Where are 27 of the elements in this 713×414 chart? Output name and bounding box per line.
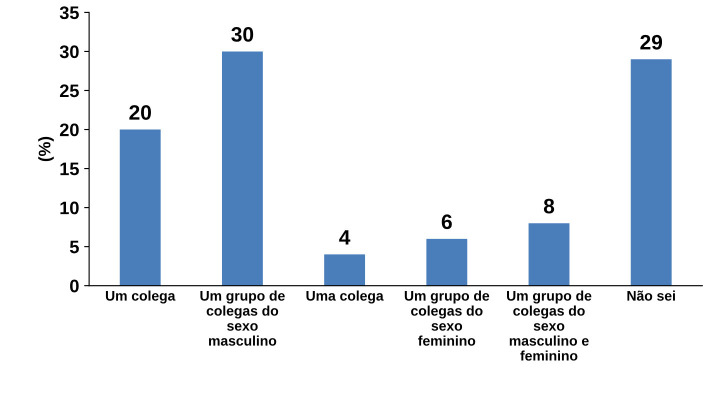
data-label: 4	[339, 230, 350, 245]
bar	[528, 223, 570, 286]
data-label: 6	[442, 214, 452, 230]
bar	[120, 130, 161, 286]
bar	[426, 238, 468, 286]
data-label: 20	[129, 105, 151, 120]
x-tick-label: Um grupo de colegas do sexo masculino	[200, 290, 285, 346]
x-tick-label: Um grupo de colegas do sexo masculino e feminino	[507, 290, 592, 361]
bar	[324, 254, 366, 286]
y-tick-label: 35	[60, 6, 79, 20]
x-tick-label: Não sei	[627, 290, 675, 301]
x-tick-label: Um grupo de colegas do sexo feminino	[404, 290, 490, 346]
y-tick-label: 20	[60, 123, 79, 136]
data-label: 29	[640, 34, 662, 50]
y-tick-label: 0	[70, 280, 79, 292]
y-tick-label: 25	[60, 84, 79, 98]
x-tick-label: Um colega	[106, 290, 176, 304]
bar	[222, 51, 263, 286]
bar	[630, 59, 672, 286]
y-tick-label: 10	[60, 202, 79, 214]
data-label: 8	[544, 198, 554, 214]
x-tick-label: Uma colega	[306, 290, 384, 304]
data-label: 30	[231, 27, 254, 42]
y-tick-label: 30	[60, 45, 79, 58]
y-axis-title: (%)	[38, 136, 54, 162]
y-tick-label: 5	[70, 240, 79, 254]
y-tick-label: 15	[60, 162, 79, 176]
